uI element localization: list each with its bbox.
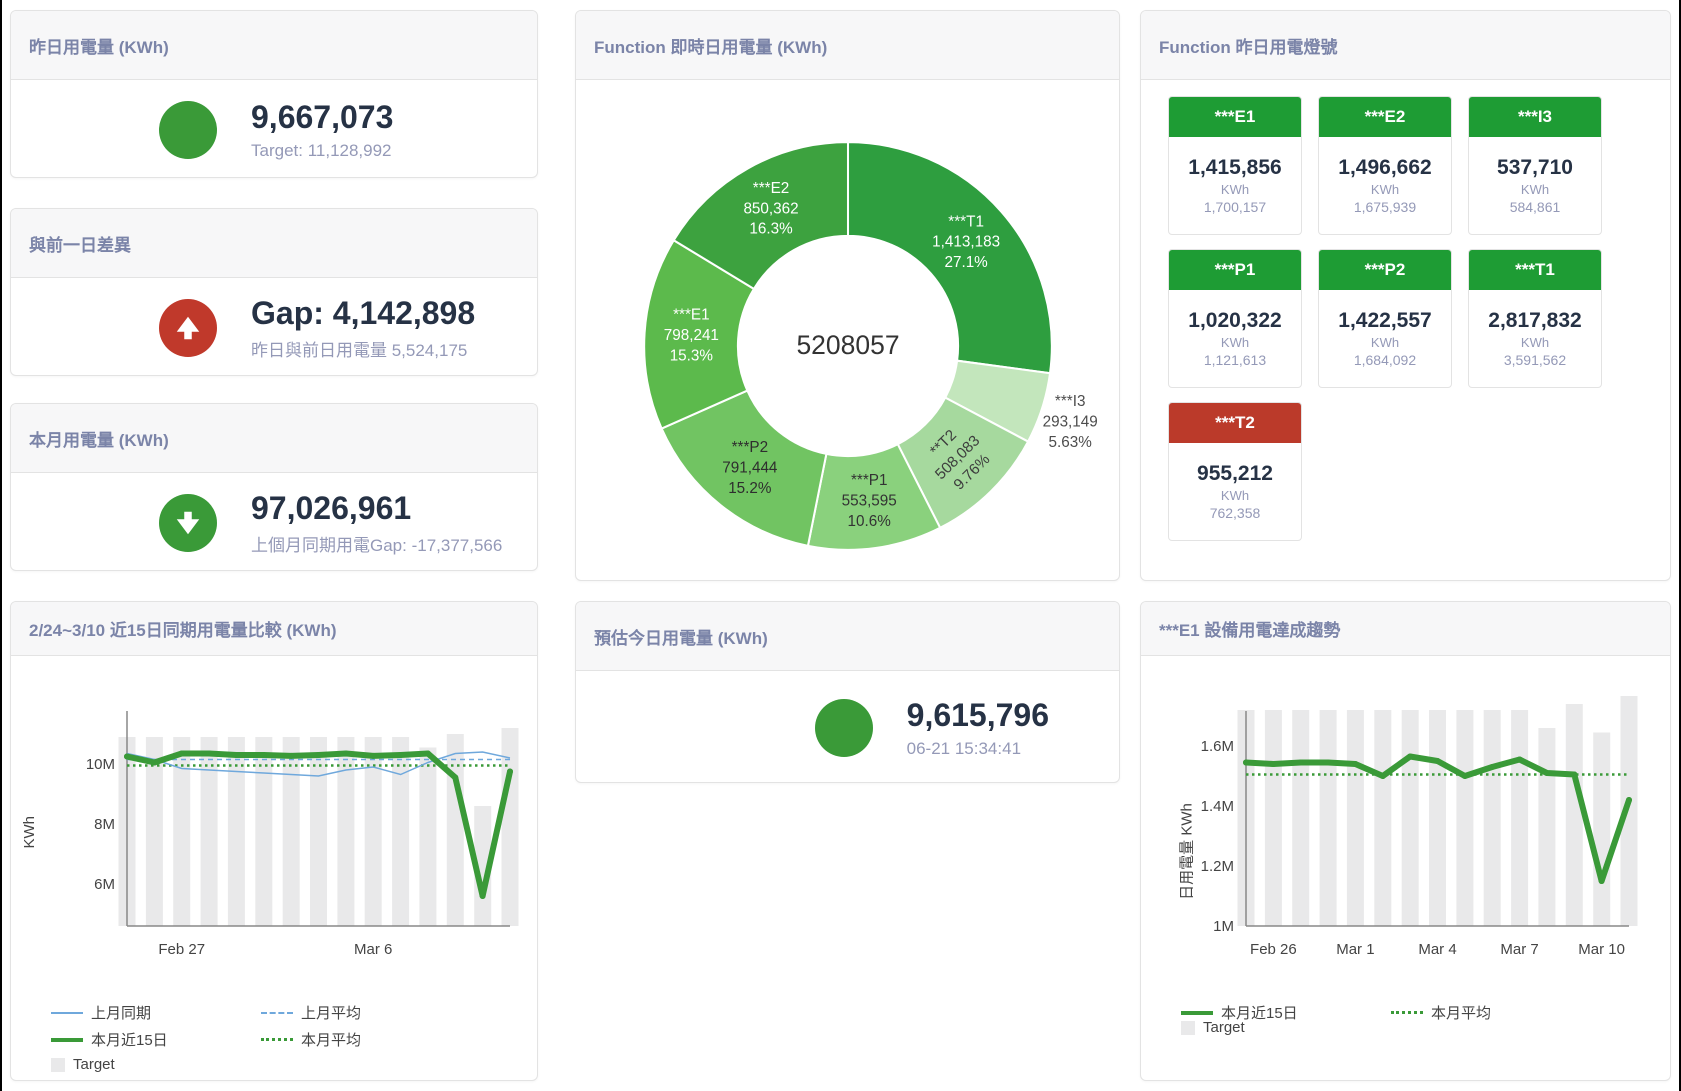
svg-text:16.3%: 16.3% (749, 221, 793, 238)
svg-text:15.3%: 15.3% (669, 347, 713, 364)
svg-text:10.6%: 10.6% (847, 513, 891, 530)
svg-text:***E1: ***E1 (673, 307, 710, 324)
svg-text:798,241: 798,241 (663, 327, 718, 344)
svg-text:1M: 1M (1213, 918, 1234, 935)
svg-text:15.2%: 15.2% (728, 480, 772, 497)
svg-text:1.2M: 1.2M (1201, 858, 1234, 875)
svg-text:293,149: 293,149 (1042, 413, 1097, 430)
svg-text:Mar 7: Mar 7 (1500, 941, 1538, 958)
svg-text:Mar 1: Mar 1 (1336, 941, 1374, 958)
svg-text:***E2: ***E2 (752, 180, 789, 197)
svg-text:27.1%: 27.1% (944, 254, 988, 271)
svg-text:***P1: ***P1 (850, 472, 887, 489)
svg-text:Mar 6: Mar 6 (354, 941, 392, 958)
svg-text:Feb 27: Feb 27 (158, 941, 205, 958)
svg-text:1.6M: 1.6M (1201, 738, 1234, 755)
svg-text:1.4M: 1.4M (1201, 798, 1234, 815)
svg-text:Feb 26: Feb 26 (1250, 941, 1297, 958)
svg-text:6M: 6M (94, 876, 115, 893)
svg-text:8M: 8M (94, 816, 115, 833)
svg-text:***P2: ***P2 (731, 439, 768, 456)
svg-text:10M: 10M (86, 756, 115, 773)
svg-text:***I3: ***I3 (1054, 393, 1085, 410)
svg-text:5.63%: 5.63% (1048, 434, 1092, 451)
svg-text:791,444: 791,444 (722, 459, 778, 476)
svg-text:Mar 4: Mar 4 (1418, 941, 1456, 958)
svg-text:5208057: 5208057 (796, 330, 899, 360)
svg-text:553,595: 553,595 (841, 493, 896, 510)
svg-text:Mar 10: Mar 10 (1578, 941, 1625, 958)
svg-text:850,362: 850,362 (743, 200, 798, 217)
svg-text:***T1: ***T1 (948, 213, 984, 230)
svg-text:1,413,183: 1,413,183 (932, 234, 1000, 251)
